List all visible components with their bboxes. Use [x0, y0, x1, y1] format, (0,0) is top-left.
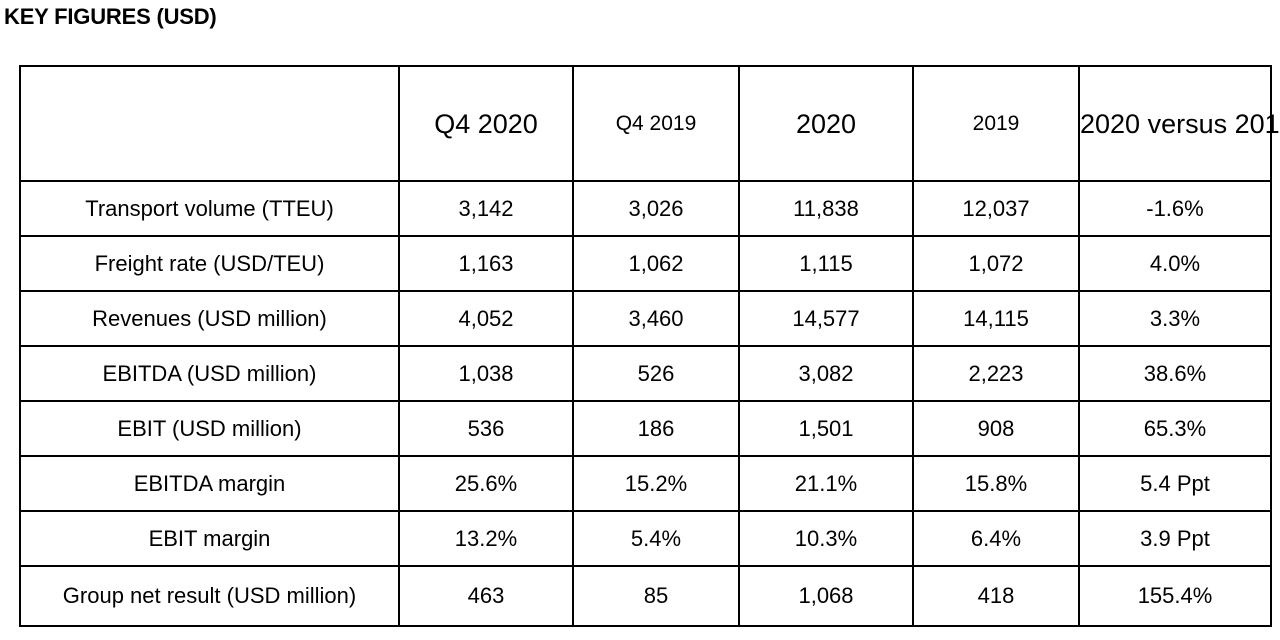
cell-2019: 15.8% — [912, 455, 1080, 512]
table-header-row: Q4 2020 Q4 2019 2020 2019 2020 versus 20… — [19, 65, 1280, 182]
cell-q4-2019: 526 — [572, 345, 740, 402]
cell-q4-2019: 3,026 — [572, 180, 740, 237]
cell-q4-2019: 3,460 — [572, 290, 740, 347]
row-label: Freight rate (USD/TEU) — [19, 235, 400, 292]
cell-q4-2020: 1,163 — [398, 235, 574, 292]
cell-change: 155.4% — [1078, 565, 1272, 627]
header-cell-empty — [19, 65, 400, 182]
cell-change: 4.0% — [1078, 235, 1272, 292]
cell-2019: 6.4% — [912, 510, 1080, 567]
cell-q4-2019: 186 — [572, 400, 740, 457]
table-row: EBIT margin 13.2% 5.4% 10.3% 6.4% 3.9 Pp… — [19, 510, 1272, 567]
cell-2020: 3,082 — [738, 345, 914, 402]
cell-2020: 10.3% — [738, 510, 914, 567]
cell-q4-2020: 536 — [398, 400, 574, 457]
cell-2019: 12,037 — [912, 180, 1080, 237]
table-row: EBITDA (USD million) 1,038 526 3,082 2,2… — [19, 345, 1272, 402]
row-label: Transport volume (TTEU) — [19, 180, 400, 237]
cell-change: -1.6% — [1078, 180, 1272, 237]
row-label: EBIT (USD million) — [19, 400, 400, 457]
header-q4-2019: Q4 2019 — [572, 65, 740, 182]
cell-2019: 14,115 — [912, 290, 1080, 347]
cell-2019: 2,223 — [912, 345, 1080, 402]
cell-q4-2019: 1,062 — [572, 235, 740, 292]
cell-change: 3.3% — [1078, 290, 1272, 347]
cell-2020: 1,115 — [738, 235, 914, 292]
cell-q4-2019: 85 — [572, 565, 740, 627]
header-q4-2020: Q4 2020 — [398, 65, 574, 182]
cell-q4-2020: 4,052 — [398, 290, 574, 347]
row-label: Revenues (USD million) — [19, 290, 400, 347]
cell-q4-2020: 3,142 — [398, 180, 574, 237]
cell-q4-2020: 1,038 — [398, 345, 574, 402]
header-2020-versus-2019: 2020 versus 2019 — [1078, 65, 1280, 182]
cell-q4-2019: 5.4% — [572, 510, 740, 567]
row-label: EBITDA (USD million) — [19, 345, 400, 402]
table-row: EBITDA margin 25.6% 15.2% 21.1% 15.8% 5.… — [19, 455, 1272, 512]
page-title: KEY FIGURES (USD) — [4, 4, 217, 29]
table-row: Freight rate (USD/TEU) 1,163 1,062 1,115… — [19, 235, 1272, 292]
cell-change: 38.6% — [1078, 345, 1272, 402]
cell-2020: 14,577 — [738, 290, 914, 347]
key-figures-table: Q4 2020 Q4 2019 2020 2019 2020 versus 20… — [19, 65, 1280, 627]
cell-2019: 908 — [912, 400, 1080, 457]
row-label: Group net result (USD million) — [19, 565, 400, 627]
cell-q4-2019: 15.2% — [572, 455, 740, 512]
row-label: EBITDA margin — [19, 455, 400, 512]
header-2020: 2020 — [738, 65, 914, 182]
cell-2020: 1,501 — [738, 400, 914, 457]
cell-change: 65.3% — [1078, 400, 1272, 457]
cell-q4-2020: 463 — [398, 565, 574, 627]
cell-2020: 11,838 — [738, 180, 914, 237]
cell-q4-2020: 25.6% — [398, 455, 574, 512]
table-row: EBIT (USD million) 536 186 1,501 908 65.… — [19, 400, 1272, 457]
cell-q4-2020: 13.2% — [398, 510, 574, 567]
cell-2020: 21.1% — [738, 455, 914, 512]
cell-2019: 1,072 — [912, 235, 1080, 292]
cell-change: 5.4 Ppt — [1078, 455, 1272, 512]
cell-2019: 418 — [912, 565, 1080, 627]
row-label: EBIT margin — [19, 510, 400, 567]
table-row: Transport volume (TTEU) 3,142 3,026 11,8… — [19, 180, 1272, 237]
cell-2020: 1,068 — [738, 565, 914, 627]
table-row: Group net result (USD million) 463 85 1,… — [19, 565, 1272, 627]
cell-change: 3.9 Ppt — [1078, 510, 1272, 567]
table-row: Revenues (USD million) 4,052 3,460 14,57… — [19, 290, 1272, 347]
header-2019: 2019 — [912, 65, 1080, 182]
